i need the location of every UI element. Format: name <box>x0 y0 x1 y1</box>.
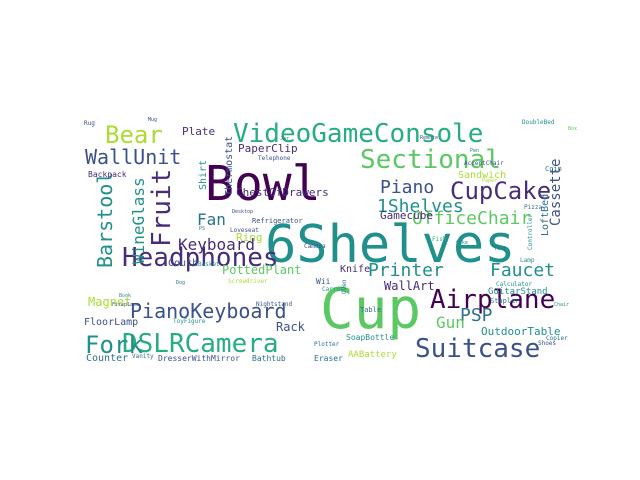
word-chestofdrawers: ChestOfDrawers <box>236 186 329 199</box>
word-faucet: Faucet <box>490 260 555 281</box>
word-dresserwithmirror: DresserWithMirror <box>158 354 240 363</box>
word-accentchair: AccentChair <box>464 160 504 167</box>
word-rug: Rug <box>84 120 95 127</box>
word-pianokeyboard: PianoKeyboard <box>130 299 287 323</box>
word-plotter: Plotter <box>314 341 340 348</box>
word-backpack: Backpack <box>88 170 127 179</box>
word-controller: Controller <box>527 213 534 250</box>
word-fish: Fish <box>432 236 447 243</box>
word-nightstand: Nightstand <box>256 301 293 308</box>
word-bear: Bear <box>105 121 163 149</box>
word-vanity: Vanity <box>132 353 154 360</box>
word-6shelves: 6Shelves <box>265 215 515 275</box>
word-wallart: WallArt <box>384 279 435 293</box>
word-aabattery: AABattery <box>348 350 397 360</box>
word-counter: Counter <box>86 353 128 364</box>
word-mug: Mug <box>148 117 157 123</box>
word-wallunit: WallUnit <box>85 145 181 169</box>
word-floorlamp: FloorLamp <box>84 317 138 328</box>
word-headphones: Headphones <box>122 243 279 273</box>
word-videogameconsole: VideoGameConsole <box>233 119 483 149</box>
word-piano: Piano <box>380 177 434 198</box>
word-shirt: Shirt <box>198 160 209 190</box>
word-copier: Copier <box>546 335 568 342</box>
word-keyboard: Keyboard <box>178 235 255 254</box>
word-pen: Pen <box>470 148 479 154</box>
word-ring: Ring <box>236 231 263 244</box>
word-box: Box <box>568 126 577 132</box>
word-tent: Tent <box>494 246 506 252</box>
word-bowl: Bowl <box>205 156 321 212</box>
word-wii: Wii <box>316 277 331 286</box>
word-soapbottle: SoapBottle <box>346 333 394 342</box>
word-pizza: Pizza <box>524 204 542 211</box>
word-telephone: Telephone <box>258 155 291 162</box>
word-loftbed: LoftBed <box>540 194 551 236</box>
word-printer: Printer <box>368 260 444 281</box>
word-barstool: Barstool <box>93 172 117 268</box>
word-oven: Oven <box>341 279 348 294</box>
word-cake: Cake <box>456 240 468 246</box>
word-loveseat: Loveseat <box>230 227 259 234</box>
word-jar: Jar <box>280 136 289 142</box>
word-lamp: Lamp <box>520 257 535 264</box>
word-eraser: Eraser <box>314 354 343 363</box>
word-screwdriver: Screwdriver <box>228 278 268 285</box>
word-toyfigure: ToyFigure <box>173 318 206 325</box>
word-pottedplant: PottedPlant <box>222 263 301 277</box>
word-thermostat: Thermostat <box>224 136 235 196</box>
word-fan: Fan <box>197 210 226 229</box>
word-magnet: Magnet <box>88 295 131 309</box>
word-basket: Basket <box>198 261 220 268</box>
word-rack: Rack <box>276 320 306 334</box>
word-desktop: Desktop <box>232 209 253 215</box>
word-sandwich: Sandwich <box>458 170 506 181</box>
word-bathtub: Bathtub <box>252 354 286 363</box>
word-table: Table <box>360 306 381 314</box>
word-fireplace: Fireplace <box>112 302 139 308</box>
word-knife: Knife <box>340 264 370 275</box>
word-guitarstand: GuitarStand <box>488 287 548 297</box>
word-psp: PSP <box>460 305 493 326</box>
word-officechair: OfficeChair <box>412 208 531 229</box>
word-cassette: Cassette <box>548 159 564 226</box>
word-airplane: Airplane <box>430 285 555 315</box>
word-cup: Cup <box>320 277 421 342</box>
word-camera: Camera <box>304 243 326 250</box>
word-gun: Gun <box>436 313 465 332</box>
word-doublebed: DoubleBed <box>522 119 555 126</box>
word-dslrcamera: DSLRCamera <box>122 329 279 359</box>
word-stapler: Stapler <box>490 297 520 305</box>
word-chair: Chair <box>554 302 569 308</box>
word-cupcake: CupCake <box>450 177 551 205</box>
word-paperclip: PaperClip <box>238 142 298 155</box>
word-gamecube: Gamecube <box>380 209 433 222</box>
word-remote: Remote <box>420 135 438 141</box>
word-dog: Dog <box>176 280 185 286</box>
word-ps: PS <box>199 226 205 232</box>
word-couch: Couch <box>168 258 198 269</box>
word-suitcase: Suitcase <box>415 334 540 364</box>
word-plate: Plate <box>182 125 215 138</box>
word-fruit: Fruit <box>147 169 177 247</box>
word-shoes: Shoes <box>538 340 556 347</box>
word-calculator: Calculator <box>496 281 533 288</box>
word-wineglass: WineGlass <box>129 177 148 264</box>
word-fork: Fork <box>85 331 143 359</box>
word-refrigerator: Refrigerator <box>252 217 303 225</box>
word-paper: Paper <box>482 178 497 184</box>
word-sectional: Sectional <box>360 145 501 175</box>
word-1shelves: 1Shelves <box>377 196 464 217</box>
word-book: Book <box>119 293 131 299</box>
word-coin: Coin <box>545 165 562 173</box>
word-carrot: Carrot <box>322 286 344 293</box>
word-outdoortable: OutdoorTable <box>481 325 560 338</box>
